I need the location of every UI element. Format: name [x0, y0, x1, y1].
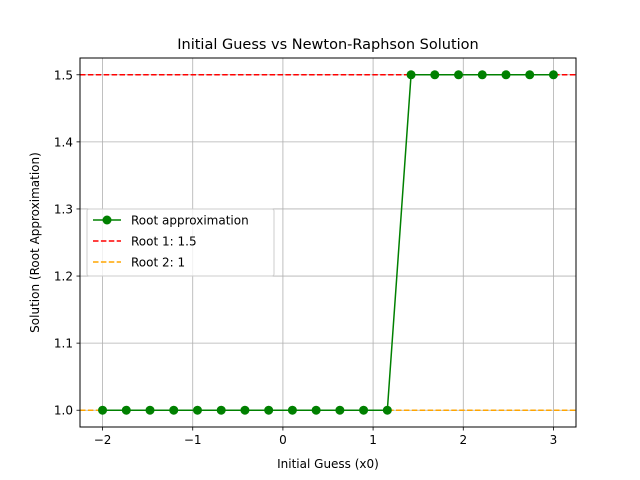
plot-frame — [79, 57, 577, 428]
data-point — [311, 405, 321, 415]
data-point — [335, 405, 345, 415]
legend-label-root-2: Root 2: 1 — [131, 256, 185, 270]
data-point — [240, 405, 250, 415]
y-tick-label: 1.0 — [54, 404, 73, 418]
data-point — [121, 405, 131, 415]
chart-title: Initial Guess vs Newton-Raphson Solution — [177, 37, 478, 53]
data-point — [406, 70, 416, 80]
data-point — [192, 405, 202, 415]
series-layer — [98, 70, 558, 415]
legend-marker-root-approximation — [102, 215, 112, 225]
data-point — [454, 70, 464, 80]
data-point — [525, 70, 535, 80]
data-point — [548, 70, 558, 80]
y-tick-label: 1.3 — [54, 202, 73, 216]
y-tick-label: 1.2 — [54, 270, 73, 284]
data-point — [359, 405, 369, 415]
legend: Root approximation Root 1: 1.5 Root 2: 1 — [86, 208, 275, 277]
legend-box — [86, 208, 275, 277]
x-ticks: −2 −1 0 1 2 3 — [94, 427, 558, 447]
x-tick-label: 1 — [369, 433, 377, 447]
data-point — [430, 70, 440, 80]
data-point — [501, 70, 511, 80]
x-axis-label: Initial Guess (x0) — [277, 457, 379, 471]
y-axis-label: Solution (Root Approximation) — [28, 152, 42, 333]
data-point — [169, 405, 179, 415]
data-point — [216, 405, 226, 415]
y-ticks: 1.0 1.1 1.2 1.3 1.4 1.5 — [54, 68, 80, 418]
y-tick-label: 1.4 — [54, 135, 73, 149]
legend-label-root-approximation: Root approximation — [131, 214, 249, 228]
y-tick-label: 1.1 — [54, 337, 73, 351]
x-tick-label: −1 — [184, 433, 202, 447]
x-tick-label: 3 — [550, 433, 558, 447]
data-point — [287, 405, 297, 415]
x-tick-label: 2 — [459, 433, 467, 447]
legend-label-root-1: Root 1: 1.5 — [131, 235, 197, 249]
y-tick-label: 1.5 — [54, 68, 73, 82]
data-point — [98, 405, 108, 415]
x-tick-label: −2 — [94, 433, 112, 447]
data-point — [145, 405, 155, 415]
data-point — [382, 405, 392, 415]
data-point — [477, 70, 487, 80]
x-tick-label: 0 — [279, 433, 287, 447]
data-point — [264, 405, 274, 415]
